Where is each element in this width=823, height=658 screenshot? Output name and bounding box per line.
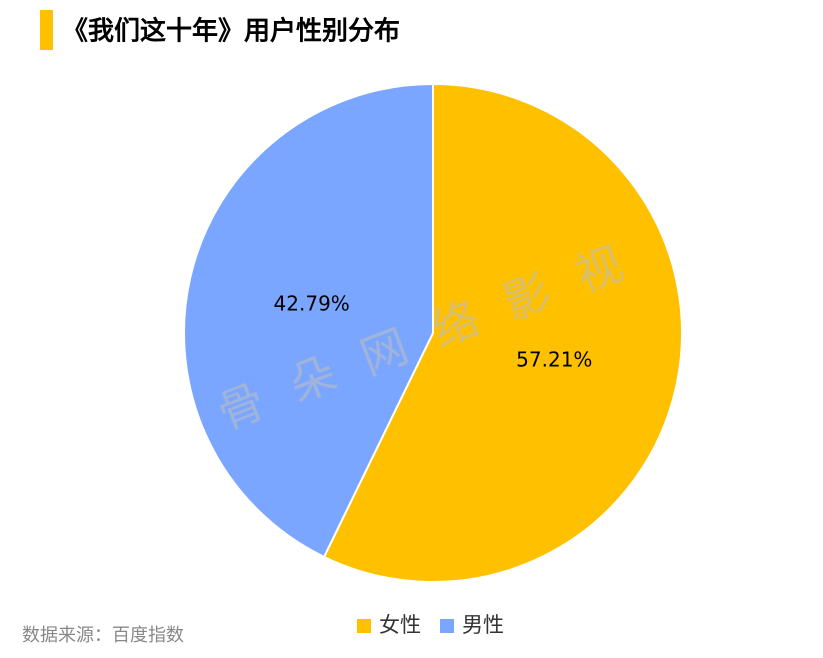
pie-slice (183, 82, 434, 559)
data-label: 42.79% (274, 292, 350, 316)
chart-title: 《我们这十年》用户性别分布 (62, 16, 400, 47)
pie-slice (322, 82, 683, 583)
source-note: 数据来源：百度指数 (22, 625, 184, 646)
legend-label: 女性 (379, 613, 421, 637)
data-label: 57.21% (516, 347, 592, 371)
title-bar (40, 10, 53, 50)
legend-swatch (440, 619, 454, 633)
legend-label: 男性 (462, 613, 504, 637)
legend-swatch (357, 619, 371, 633)
